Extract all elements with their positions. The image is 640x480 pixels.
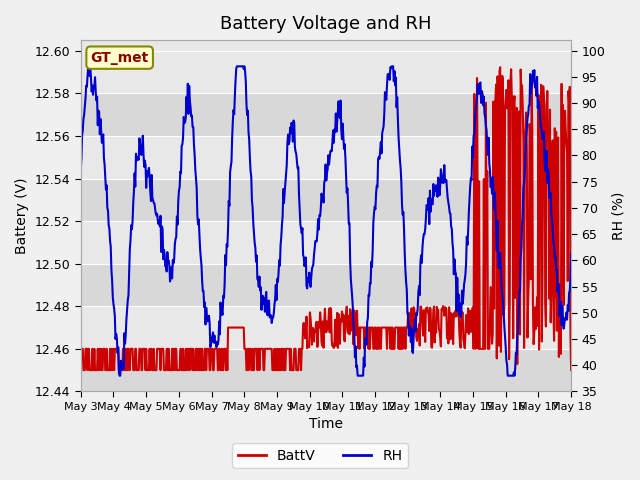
Y-axis label: Battery (V): Battery (V) [15,178,29,254]
Legend: BattV, RH: BattV, RH [232,443,408,468]
Text: GT_met: GT_met [90,51,148,65]
Bar [81,264,571,306]
Bar [81,93,571,136]
Title: Battery Voltage and RH: Battery Voltage and RH [220,15,432,33]
Bar [81,179,571,221]
Y-axis label: RH (%): RH (%) [611,192,625,240]
X-axis label: Time: Time [309,418,343,432]
Bar [81,349,571,391]
